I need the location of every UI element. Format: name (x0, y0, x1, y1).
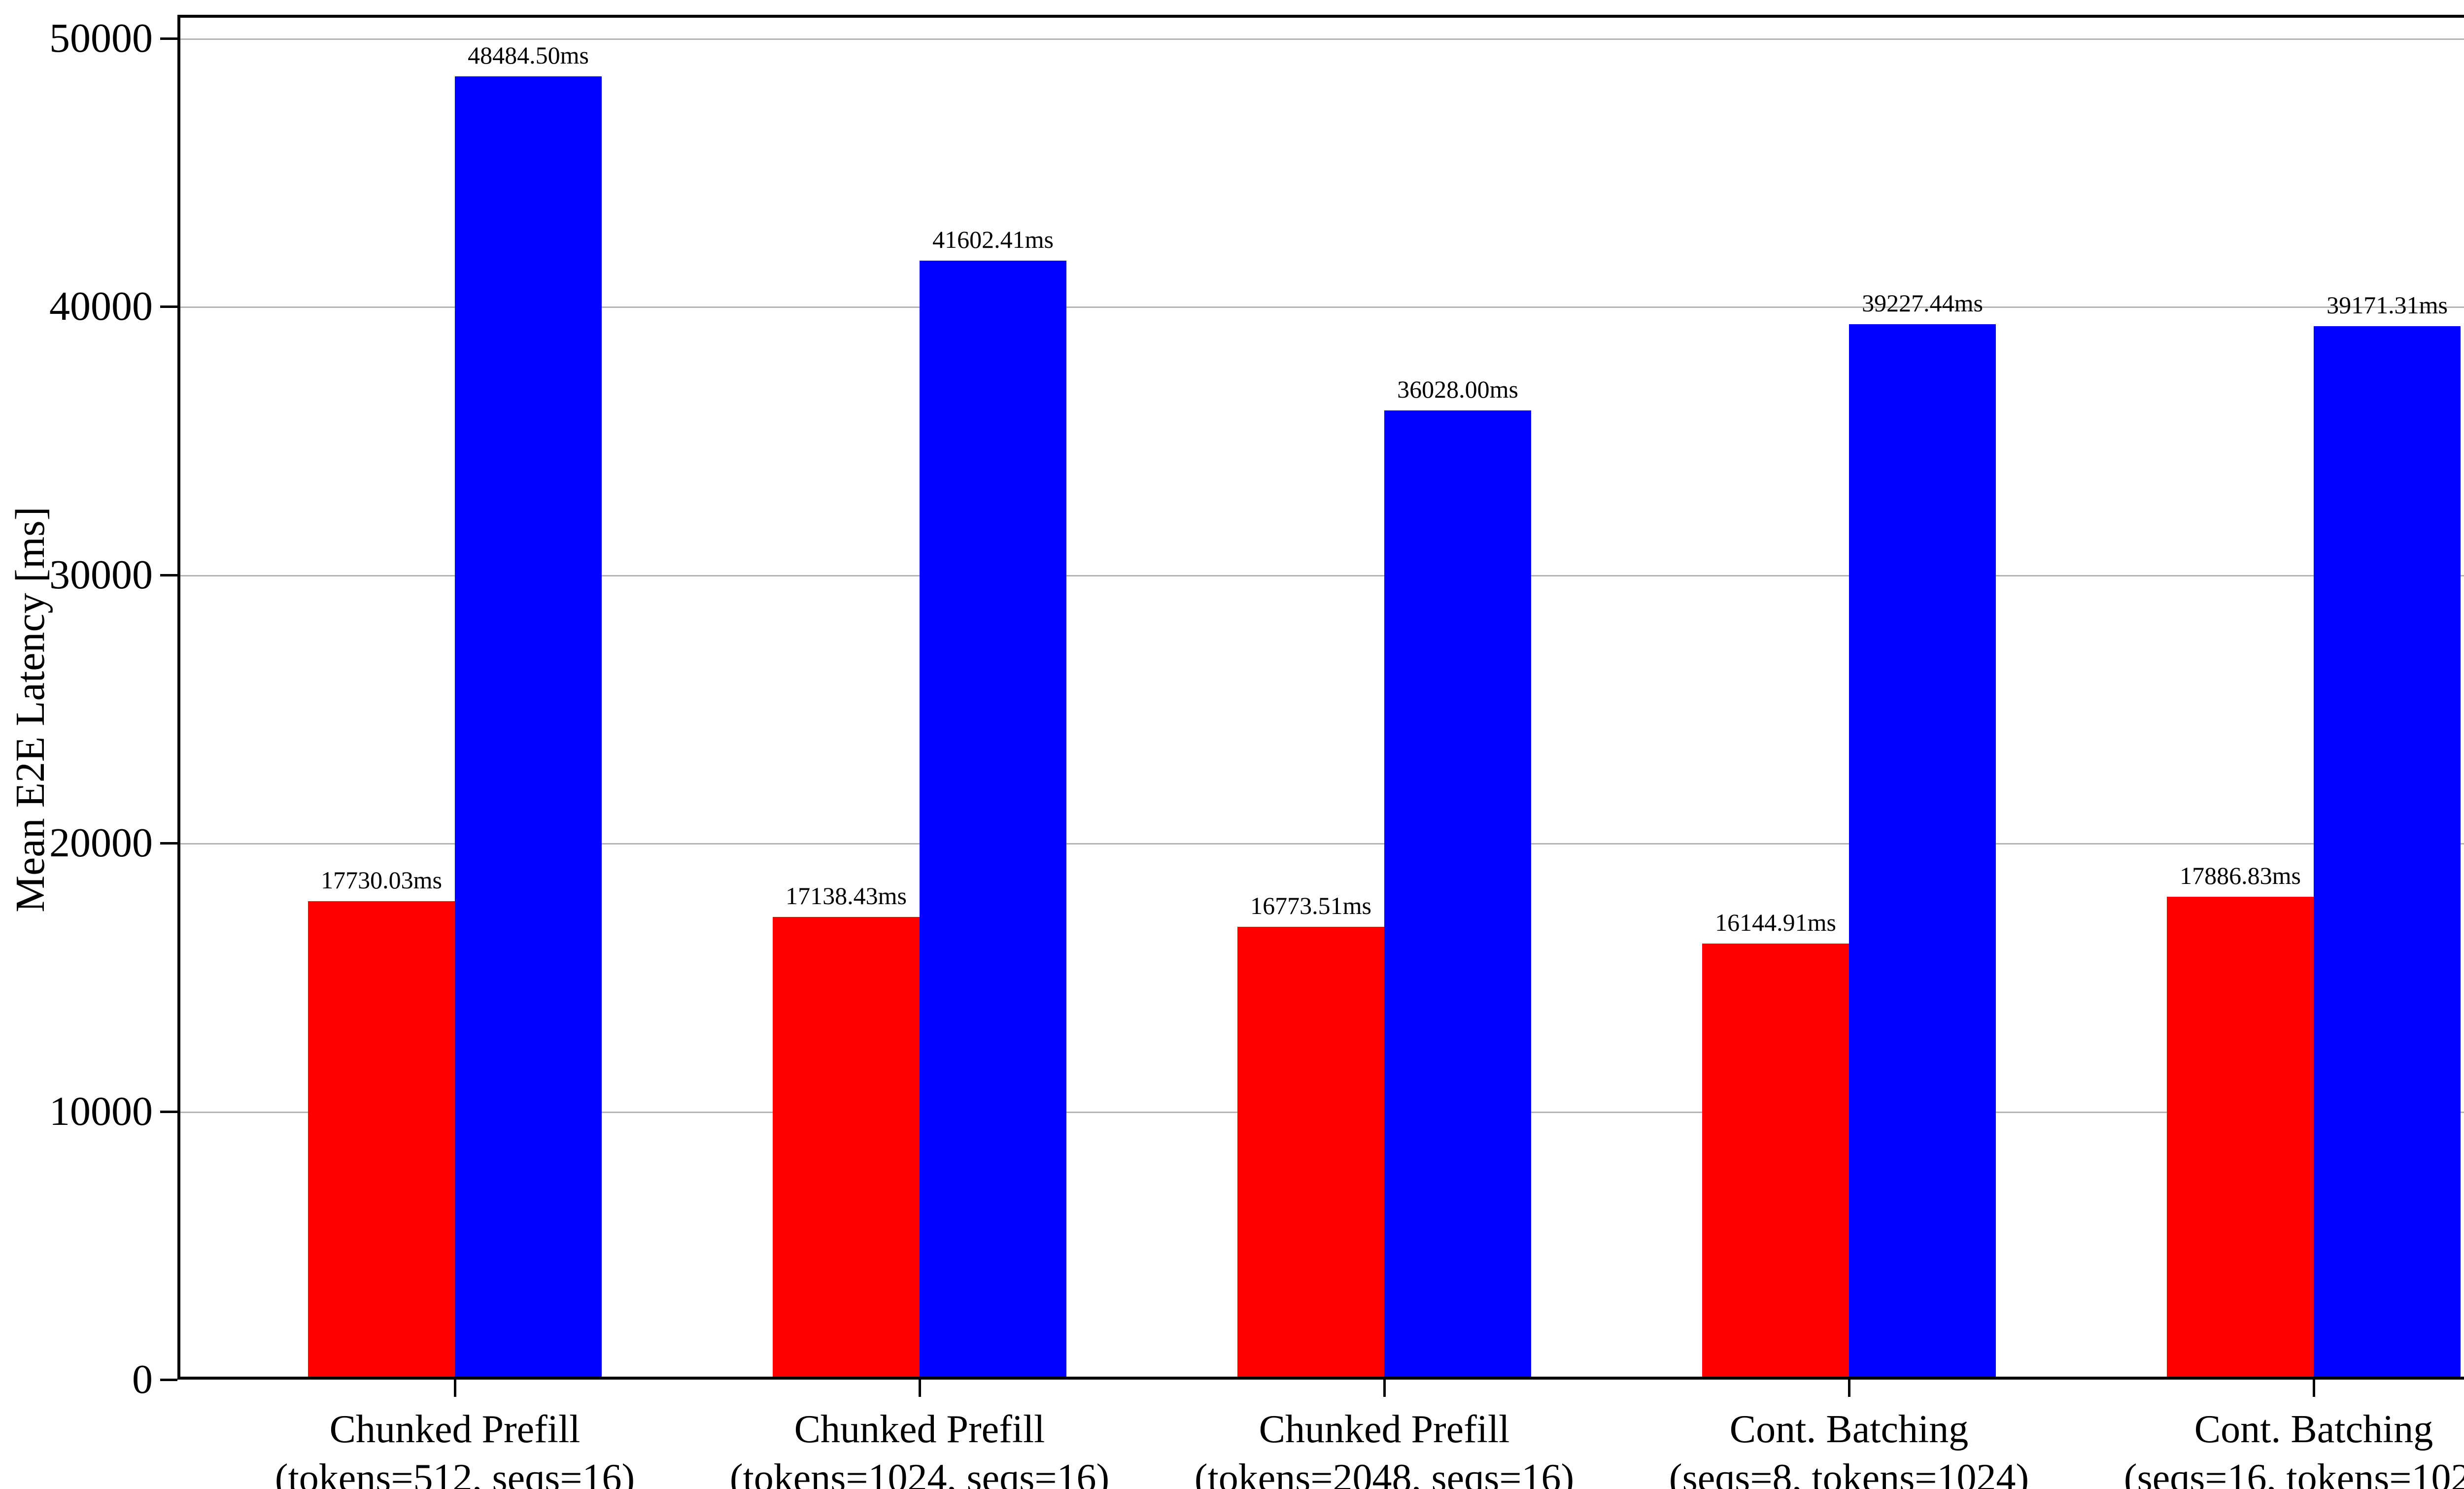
y-tick-mark (160, 1110, 177, 1113)
bar-value-label: 39171.31ms (2327, 291, 2448, 319)
y-tick-mark (160, 37, 177, 40)
y-tick-mark (160, 842, 177, 845)
y-tick-mark (160, 1379, 177, 1381)
bar-qwen3-0-6b (1702, 944, 1849, 1377)
x-tick-mark (1383, 1380, 1386, 1397)
x-tick-label: Chunked Prefill (tokens=1024, seqs=16) (729, 1408, 1110, 1489)
x-tick-mark (1848, 1380, 1850, 1397)
bar-value-label: 36028.00ms (1397, 375, 1518, 403)
y-tick-label: 20000 (49, 820, 153, 866)
bar-qwen3-0-6b (308, 901, 455, 1377)
y-tick-mark (160, 574, 177, 576)
gridline-30000 (180, 575, 2464, 576)
x-tick-label: Chunked Prefill (tokens=512, seqs=16) (274, 1408, 635, 1489)
gridline-50000 (180, 38, 2464, 40)
bar-value-label: 48484.50ms (468, 41, 589, 69)
y-tick-label: 10000 (49, 1088, 153, 1134)
bar-qwen3-0-6b (773, 916, 920, 1377)
y-tick-label: 0 (132, 1356, 153, 1402)
x-tick-mark (919, 1380, 921, 1397)
bar-qwen2-5-3b (920, 261, 1066, 1377)
bar-qwen3-0-6b (1237, 926, 1384, 1377)
bar-value-label: 41602.41ms (932, 226, 1054, 254)
x-tick-label: Cont. Batching (seqs=16, tokens=1024) (2123, 1408, 2464, 1489)
bar-value-label: 17730.03ms (321, 866, 442, 894)
bar-value-label: 39227.44ms (1862, 289, 1983, 317)
y-tick-label: 30000 (49, 551, 153, 598)
bar-qwen2-5-3b (1849, 324, 1996, 1377)
x-tick-label: Chunked Prefill (tokens=2048, seqs=16) (1194, 1408, 1574, 1489)
bar-value-label: 16773.51ms (1250, 891, 1371, 919)
y-tick-label: 50000 (49, 15, 153, 61)
bar-qwen3-0-6b (2167, 897, 2314, 1377)
plot-area: 17730.03ms 17138.43ms 16773.51ms 16144.91ms… (177, 15, 2464, 1380)
bar-value-label: 16144.91ms (1715, 909, 1836, 937)
bar-value-label: 17138.43ms (786, 881, 907, 910)
x-tick-label: Cont. Batching (seqs=8, tokens=1024) (1669, 1408, 2029, 1489)
gridline-40000 (180, 306, 2464, 308)
bar-qwen2-5-3b (1384, 410, 1531, 1377)
gridline-20000 (180, 843, 2464, 845)
y-tick-mark (160, 305, 177, 308)
bar-qwen2-5-3b (2314, 326, 2461, 1377)
x-tick-mark (2313, 1380, 2315, 1397)
bar-qwen2-5-3b (455, 76, 602, 1377)
y-tick-label: 40000 (49, 283, 153, 330)
x-tick-mark (454, 1380, 456, 1397)
bar-value-label: 17886.83ms (2180, 862, 2301, 890)
